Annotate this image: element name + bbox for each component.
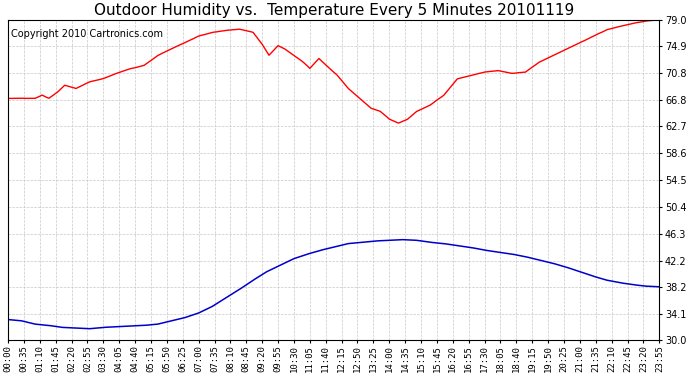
Title: Outdoor Humidity vs.  Temperature Every 5 Minutes 20101119: Outdoor Humidity vs. Temperature Every 5… [94, 3, 574, 18]
Text: Copyright 2010 Cartronics.com: Copyright 2010 Cartronics.com [11, 29, 164, 39]
